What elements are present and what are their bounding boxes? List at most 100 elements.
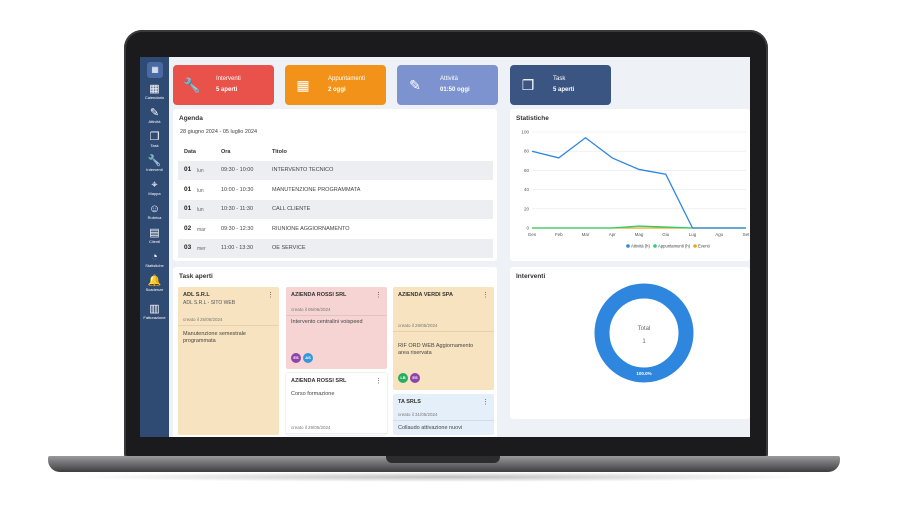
more-options-icon[interactable]: ⋮	[375, 292, 382, 299]
sidebar-item-rubrica[interactable]: ☺ Rubrica	[140, 203, 169, 221]
x-tick-label: Gen	[528, 232, 537, 237]
task-description: Corso formazione	[291, 391, 335, 397]
sidebar-item-label: Scadenze	[145, 287, 164, 292]
more-options-icon[interactable]: ⋮	[375, 378, 382, 385]
agenda-weekday: lun	[197, 168, 204, 174]
sidebar-item-scadenze[interactable]: 🔔 Scadenze	[140, 275, 169, 293]
sidebar-item-label: Rubrica	[147, 215, 162, 220]
sidebar-item-fatturazione[interactable]: ▥ Fatturazione	[140, 303, 169, 321]
donut-total-value: 1	[642, 339, 646, 345]
task-description: Intervento centralini voispeed	[291, 319, 363, 325]
y-tick-label: 20	[524, 206, 530, 211]
sidebar-item-mappa[interactable]: ⌖ Mappa	[140, 179, 169, 197]
sidebar-item-label: Interventi	[146, 167, 163, 172]
agenda-weekday: mer	[197, 246, 206, 252]
task-card[interactable]: AZIENDA ROSSI SRL ⋮ creato il 05/06/2024 In…	[286, 287, 387, 369]
task-created-date: creato il 29/05/2024	[398, 323, 438, 328]
agenda-row[interactable]: 01 lun 10:00 - 10:30 MANUTENZIONE PROGRAMMA…	[178, 181, 493, 200]
task-divider	[286, 433, 387, 434]
task-created-date: creato il 25/05/2024	[183, 317, 223, 322]
sidebar-item-label: Fatturazione	[143, 315, 166, 320]
avatar[interactable]: AS	[303, 353, 313, 363]
task-divider	[393, 420, 494, 421]
pie-icon: ◔	[151, 251, 158, 263]
agenda-row[interactable]: 02 mar 09:30 - 12:30 RIUNIONE AGGIORNAMENTO	[178, 220, 493, 239]
avatar[interactable]: ES	[291, 353, 301, 363]
donut-percent-label: 100.0%	[636, 371, 652, 376]
clients-icon: ▤	[149, 227, 160, 239]
card-value: 5 aperti	[553, 87, 575, 93]
agenda-day: 01	[184, 205, 192, 212]
sidebar-item-task[interactable]: ❐ Task	[140, 131, 169, 149]
agenda-panel: Agenda	[173, 109, 497, 261]
x-tick-label: Giu	[662, 232, 670, 237]
card-value: 5 aperti	[216, 87, 238, 93]
y-tick-label: 80	[524, 149, 530, 154]
legend-label[interactable]: Appuntamenti (h)	[658, 244, 691, 249]
card-title: Appuntamenti	[328, 76, 366, 82]
legend-label[interactable]: Eventi	[698, 244, 710, 249]
x-tick-label: Mar	[582, 232, 590, 237]
laptop-shadow	[70, 472, 820, 482]
y-tick-label: 40	[524, 187, 530, 192]
more-options-icon[interactable]: ⋮	[482, 292, 489, 299]
task-card[interactable]: TA SRLS ⋮ creato il 31/05/2024 Collaudo att…	[393, 394, 494, 435]
task-card[interactable]: AZIENDA ROSSI SRL ⋮ creato il 29/05/2024 Co…	[286, 373, 387, 435]
agenda-weekday: lun	[197, 207, 204, 213]
agenda-title: Agenda	[179, 115, 203, 122]
sidebar-item-calendario[interactable]: ▦ Calendario	[140, 83, 169, 101]
card-title: Attività	[440, 76, 459, 82]
avatar[interactable]: ES	[410, 373, 420, 383]
avatar[interactable]: LB	[398, 373, 408, 383]
legend-marker	[653, 244, 657, 248]
legend-label[interactable]: Attività (h)	[631, 244, 650, 249]
agenda-time: 09:30 - 12:30	[221, 225, 254, 232]
task-created-date: creato il 29/05/2024	[291, 425, 331, 430]
task-description: Collaudo attivazione nuovi	[398, 425, 463, 431]
card-task[interactable]: ❐ Task 5 aperti	[510, 65, 611, 105]
sidebar-item-label: Clienti	[148, 239, 161, 244]
task-created-date: creato il 31/05/2024	[398, 412, 438, 417]
agenda-time: 09:30 - 10:00	[221, 167, 254, 173]
agenda-row[interactable]: 01 lun 09:30 - 10:00 INTERVENTO TECNICO	[178, 161, 493, 180]
sidebar-item-label: Mappa	[148, 191, 161, 196]
task-card[interactable]: ADL S.R.L ⋮ ADL S.R.L - SITO WEB creato il …	[178, 287, 279, 435]
task-client: TA SRLS	[398, 399, 421, 405]
sidebar-item-statistiche[interactable]: ◔ Statistiche	[140, 251, 169, 269]
sidebar: ▦ ▦ Calendario ✎ Attività ❐ Task 🔧 Interventi ⌖ M…	[140, 57, 169, 437]
more-options-icon[interactable]: ⋮	[482, 399, 489, 406]
stats-panel: Statistiche 0 20 40 60 80 100 Gen Feb Mar Apr Mag G…	[510, 109, 750, 261]
card-appuntamenti[interactable]: ▦ Appuntamenti 2 oggi	[285, 65, 386, 105]
y-tick-label: 60	[524, 168, 530, 173]
card-attivit[interactable]: ✎ Attività 01:50 oggi	[397, 65, 498, 105]
edit-icon: ✎	[149, 107, 160, 119]
sidebar-item-interventi[interactable]: 🔧 Interventi	[140, 155, 169, 173]
task-client: AZIENDA ROSSI SRL	[291, 378, 347, 384]
app-logo-icon[interactable]: ▦	[147, 62, 163, 78]
agenda-time: 10:00 - 10:30	[221, 186, 254, 193]
legend-marker	[626, 244, 630, 248]
agenda-header-title: Titolo	[272, 149, 287, 155]
task-card[interactable]: AZIENDA VERDI SPA ⋮ creato il 29/05/2024 RI…	[393, 287, 494, 390]
agenda-row[interactable]: 03 mer 11:00 - 13:30 OE SERVICE	[178, 239, 493, 258]
y-tick-label: 100	[521, 130, 529, 135]
users-icon: ☺	[148, 203, 161, 215]
agenda-weekday: lun	[197, 187, 204, 194]
task-created-date: creato il 05/06/2024	[291, 307, 331, 312]
sidebar-item-attivit[interactable]: ✎ Attività	[140, 107, 169, 125]
calendar-icon: ▦	[149, 83, 160, 95]
task-description: Manutenzione semestrale programmata	[183, 331, 246, 344]
donut-ring	[594, 283, 694, 383]
agenda-day: 03	[184, 244, 192, 251]
sidebar-item-label: Statistiche	[145, 263, 164, 268]
legend-marker	[693, 244, 697, 248]
card-interventi[interactable]: 🔧 Interventi 5 aperti	[173, 65, 274, 105]
bell-icon: 🔔	[147, 275, 162, 287]
more-options-icon[interactable]: ⋮	[267, 292, 274, 299]
sidebar-item-label: Attività	[148, 119, 161, 124]
agenda-event-title: OE SERVICE	[272, 245, 306, 251]
sidebar-item-label: Calendario	[144, 95, 165, 100]
agenda-row[interactable]: 01 lun 10:30 - 11:30 CALL CLIENTE	[178, 200, 493, 219]
invoice-icon: ▥	[149, 303, 160, 315]
sidebar-item-clienti[interactable]: ▤ Clienti	[140, 227, 169, 245]
